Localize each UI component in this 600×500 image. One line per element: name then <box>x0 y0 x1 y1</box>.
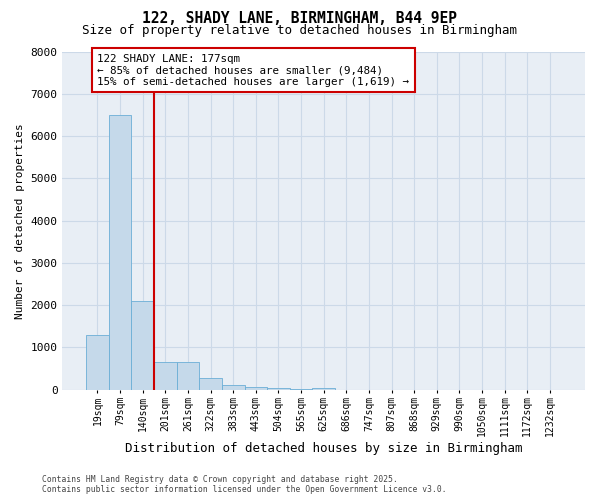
Text: 122, SHADY LANE, BIRMINGHAM, B44 9EP: 122, SHADY LANE, BIRMINGHAM, B44 9EP <box>143 11 458 26</box>
Bar <box>131 301 154 390</box>
Bar <box>109 115 131 390</box>
Text: Size of property relative to detached houses in Birmingham: Size of property relative to detached ho… <box>83 24 517 37</box>
Text: 122 SHADY LANE: 177sqm
← 85% of detached houses are smaller (9,484)
15% of semi-: 122 SHADY LANE: 177sqm ← 85% of detached… <box>97 54 409 87</box>
X-axis label: Distribution of detached houses by size in Birmingham: Distribution of detached houses by size … <box>125 442 523 455</box>
Bar <box>245 388 267 390</box>
Bar <box>199 378 222 390</box>
Bar <box>290 389 313 390</box>
Bar <box>222 385 245 390</box>
Bar <box>154 362 176 390</box>
Bar <box>267 388 290 390</box>
Bar <box>86 335 109 390</box>
Text: Contains HM Land Registry data © Crown copyright and database right 2025.
Contai: Contains HM Land Registry data © Crown c… <box>42 474 446 494</box>
Bar <box>176 362 199 390</box>
Bar <box>313 388 335 390</box>
Y-axis label: Number of detached properties: Number of detached properties <box>15 123 25 318</box>
